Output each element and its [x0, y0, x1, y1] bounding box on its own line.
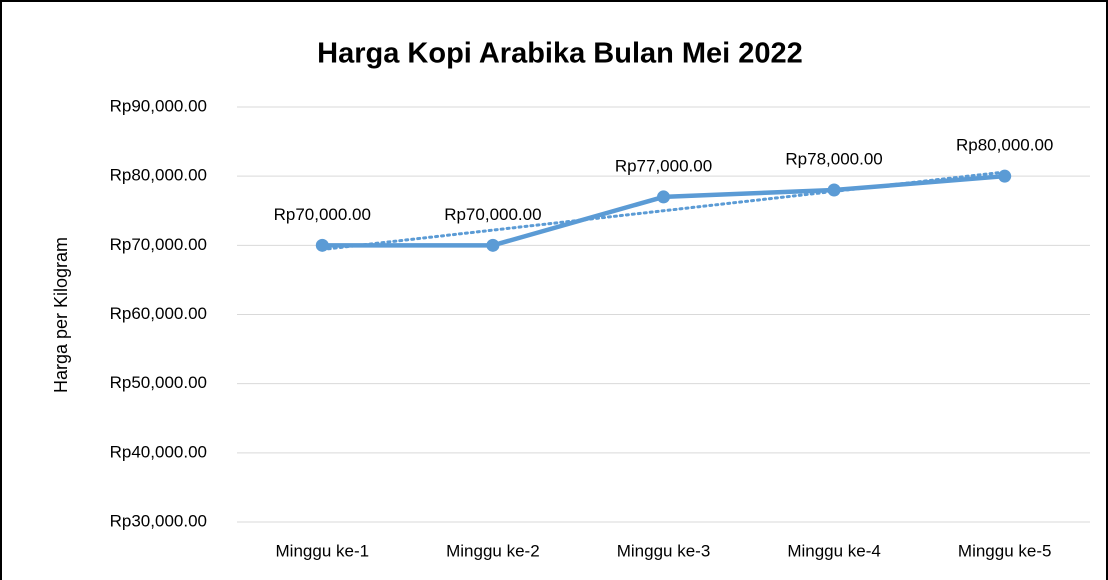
data-point: [657, 190, 670, 204]
data-point: [998, 169, 1012, 183]
y-tick-label: Rp50,000.00: [110, 373, 207, 392]
y-tick-label: Rp60,000.00: [110, 304, 207, 323]
data-label: Rp70,000.00: [274, 205, 371, 224]
data-label: Rp80,000.00: [956, 136, 1053, 155]
x-tick-label: Minggu ke-2: [446, 541, 540, 560]
trendline: [320, 170, 1007, 251]
chart-title: Harga Kopi Arabika Bulan Mei 2022: [317, 38, 803, 70]
y-axis-label: Harga per Kilogram: [51, 237, 71, 393]
data-label: Rp77,000.00: [615, 156, 712, 175]
x-tick-label: Minggu ke-1: [276, 541, 370, 560]
data-label: Rp70,000.00: [444, 205, 541, 224]
x-tick-label: Minggu ke-3: [617, 541, 711, 560]
y-tick-label: Rp30,000.00: [110, 511, 207, 530]
data-point: [315, 238, 329, 252]
y-tick-label: Rp40,000.00: [110, 442, 207, 461]
data-label: Rp78,000.00: [785, 149, 882, 168]
x-tick-label: Minggu ke-4: [787, 541, 881, 560]
data-point: [486, 238, 500, 252]
y-tick-label: Rp90,000.00: [110, 96, 207, 115]
x-tick-label: Minggu ke-5: [958, 541, 1052, 560]
data-point: [827, 183, 841, 197]
y-tick-label: Rp80,000.00: [110, 166, 207, 185]
y-tick-label: Rp70,000.00: [110, 235, 207, 254]
